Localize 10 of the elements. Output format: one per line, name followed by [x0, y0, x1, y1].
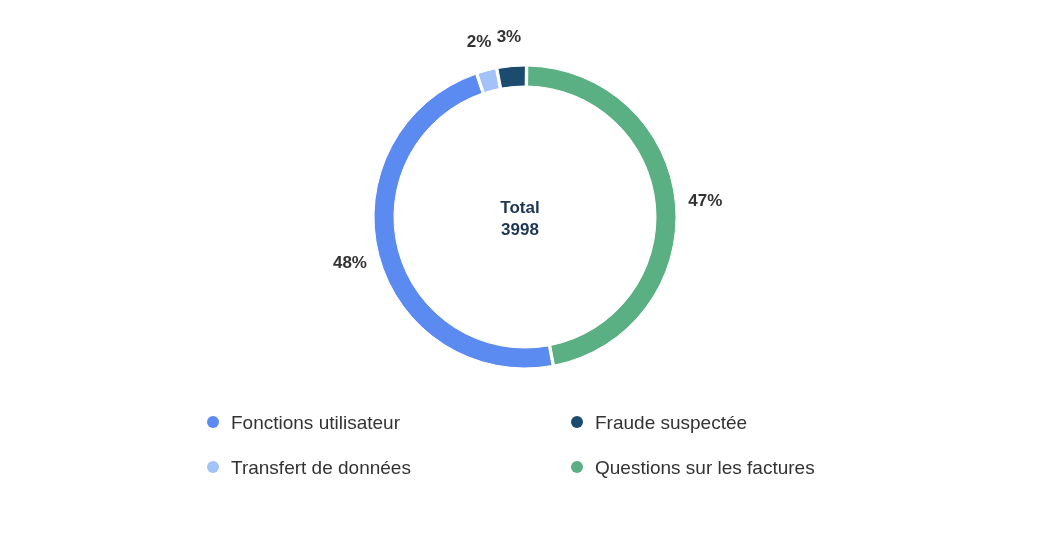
data-label: 2%	[466, 32, 492, 52]
legend-label: Fonctions utilisateur	[231, 411, 401, 433]
text: Total	[500, 197, 540, 217]
text: 3998	[501, 219, 539, 239]
legend-label: Fraude suspectée	[595, 411, 748, 433]
data-label: 3%	[496, 27, 522, 47]
legend-label: Questions sur les factures	[595, 456, 815, 478]
data-label: 48%	[332, 253, 367, 273]
data-label: 47%	[688, 191, 723, 211]
legend-label: Transfert de données	[231, 456, 411, 478]
